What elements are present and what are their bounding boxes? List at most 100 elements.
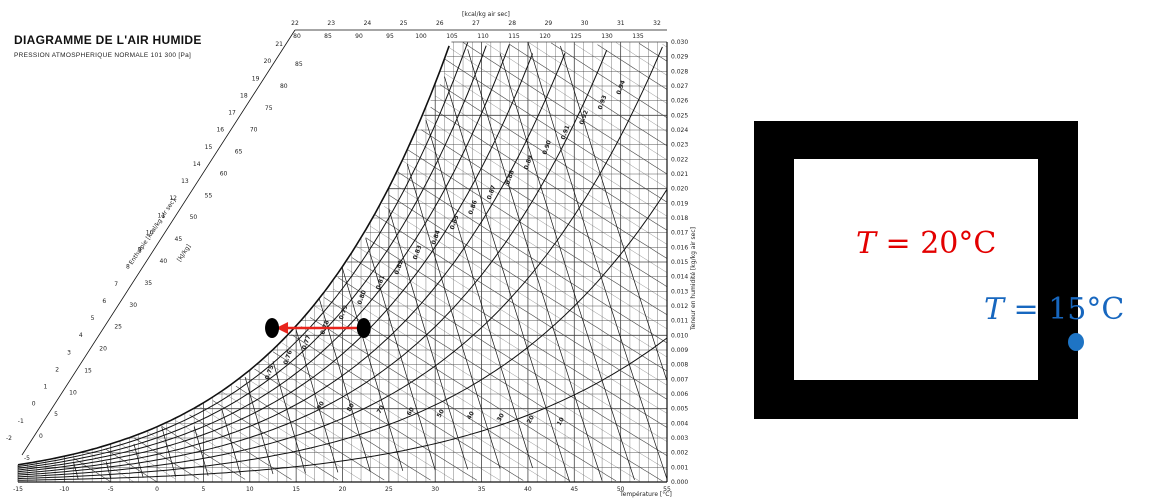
bottom-tick-label: 25: [385, 486, 393, 493]
volume-line-label: 0.94: [615, 79, 627, 95]
left-kcal-tick-label: 9: [138, 247, 142, 254]
enthalpy-line-label: 110: [477, 33, 489, 40]
left-kcal-tick-label: 1: [44, 384, 48, 391]
right-tick-label: 0.026: [671, 98, 688, 105]
volume-line-label: 0.91: [560, 124, 572, 140]
top-tick-label: 24: [364, 20, 372, 27]
left-kj-tick-label: 20: [99, 346, 107, 353]
right-tick-label: 0.004: [671, 420, 688, 427]
volume-line: [560, 45, 668, 382]
enthalpy-line: [615, 42, 668, 76]
enthalpy-line: [333, 288, 640, 482]
left-kcal-tick-label: 15: [205, 144, 213, 151]
volume-line-label: 0.85: [449, 214, 461, 230]
right-tick-label: 0.028: [671, 68, 688, 75]
enthalpy-line: [384, 206, 668, 386]
top-axis-label: [kcal/kg air sec]: [462, 11, 510, 18]
left-kcal-tick-label: 19: [252, 75, 260, 82]
volume-line: [499, 53, 635, 481]
enthalpy-line: [397, 171, 668, 344]
relative-humidity-label: 40: [466, 410, 476, 421]
enthalpy-line: [347, 268, 668, 470]
enthalpy-line-label: 135: [632, 33, 644, 40]
left-kj-tick-label: 15: [84, 367, 92, 374]
enthalpy-line: [300, 325, 547, 481]
volume-line: [295, 329, 339, 473]
bottom-tick-label: 10: [246, 486, 254, 493]
relative-humidity-label: 50: [436, 408, 446, 419]
enthalpy-line: [147, 431, 223, 480]
enthalpy-line: [161, 426, 246, 480]
bottom-tick-label: 5: [202, 486, 206, 493]
left-kcal-tick-label: 0: [32, 401, 36, 408]
bottom-tick-label: -15: [13, 486, 23, 493]
enthalpy-line: [245, 377, 408, 481]
enthalpy-line-label: 105: [446, 33, 458, 40]
enthalpy-line: [272, 351, 478, 481]
volume-line: [244, 377, 274, 475]
left-kcal-tick-label: 21: [275, 41, 283, 48]
enthalpy-line: [597, 44, 668, 90]
bottom-tick-label: 45: [570, 486, 578, 493]
left-kcal-tick-label: 3: [67, 349, 71, 356]
wall-surface-point: [1068, 333, 1084, 351]
enthalpy-line: [337, 277, 663, 482]
enthalpy-line: [212, 400, 339, 481]
left-kj-tick-label: 0: [39, 433, 43, 440]
volume-line-label: 0.76: [282, 349, 294, 365]
volume-line: [342, 268, 404, 471]
left-kcal-tick-label: -2: [6, 435, 12, 442]
left-kj-tick-label: 55: [205, 192, 213, 199]
left-kj-tick-label: 70: [250, 127, 258, 134]
enthalpy-line-label: 100: [415, 33, 427, 40]
enthalpy-line: [509, 43, 668, 147]
bottom-tick-label: 35: [478, 486, 486, 493]
right-tick-label: 0.023: [671, 142, 688, 149]
volume-line-label: 0.75: [264, 364, 276, 380]
top-tick-label: 31: [617, 20, 625, 27]
top-tick-label: 30: [581, 20, 589, 27]
right-tick-label: 0.022: [671, 156, 688, 163]
interior-temperature-label: T = 20°C: [856, 226, 996, 261]
enthalpy-line: [462, 42, 668, 175]
left-kcal-tick-label: 10: [146, 229, 154, 236]
bottom-tick-label: -10: [59, 486, 69, 493]
enthalpy-line: [435, 95, 668, 245]
right-tick-label: 0.006: [671, 391, 688, 398]
left-kj-tick-label: 75: [265, 105, 273, 112]
right-tick-label: 0.008: [671, 362, 688, 369]
enthalpy-line-label: 90: [355, 33, 363, 40]
cooling-arrow-head: [276, 322, 289, 334]
relative-humidity-label: 20: [526, 414, 536, 425]
left-kj-tick-label: 45: [175, 236, 183, 243]
right-tick-label: 0.017: [671, 230, 688, 237]
volume-line-label: 0.84: [430, 229, 442, 245]
wall-temperature-symbol: T: [984, 292, 1005, 327]
enthalpy-line: [393, 183, 668, 358]
relative-humidity-curve: [17, 44, 510, 471]
left-kcal-tick-label: 13: [181, 178, 189, 185]
relative-humidity-curve: [17, 53, 534, 473]
top-tick-label: 32: [653, 20, 661, 27]
right-tick-label: 0.025: [671, 112, 688, 119]
right-tick-label: 0.018: [671, 215, 688, 222]
enthalpy-line: [430, 106, 668, 259]
right-tick-label: 0.003: [671, 435, 688, 442]
enthalpy-line: [425, 118, 668, 273]
right-tick-label: 0.013: [671, 288, 688, 295]
enthalpy-line: [574, 43, 668, 104]
enthalpy-line-label: 115: [508, 33, 520, 40]
right-tick-label: 0.000: [671, 479, 688, 486]
enthalpy-line: [254, 368, 431, 481]
enthalpy-line: [263, 360, 454, 481]
enthalpy-line-label: 95: [386, 33, 394, 40]
left-kcal-tick-label: 14: [193, 161, 201, 168]
top-tick-label: 27: [472, 20, 480, 27]
chart-title: DIAGRAMME DE L'AIR HUMIDE: [14, 33, 202, 47]
volume-line-label: 0.82: [393, 259, 405, 275]
volume-line-label: 0.90: [541, 139, 553, 155]
left-kj-tick-label: -5: [24, 455, 30, 462]
enthalpy-line: [639, 43, 668, 62]
interior-temperature-symbol: T: [856, 226, 877, 261]
grid-layer: [17, 41, 668, 483]
